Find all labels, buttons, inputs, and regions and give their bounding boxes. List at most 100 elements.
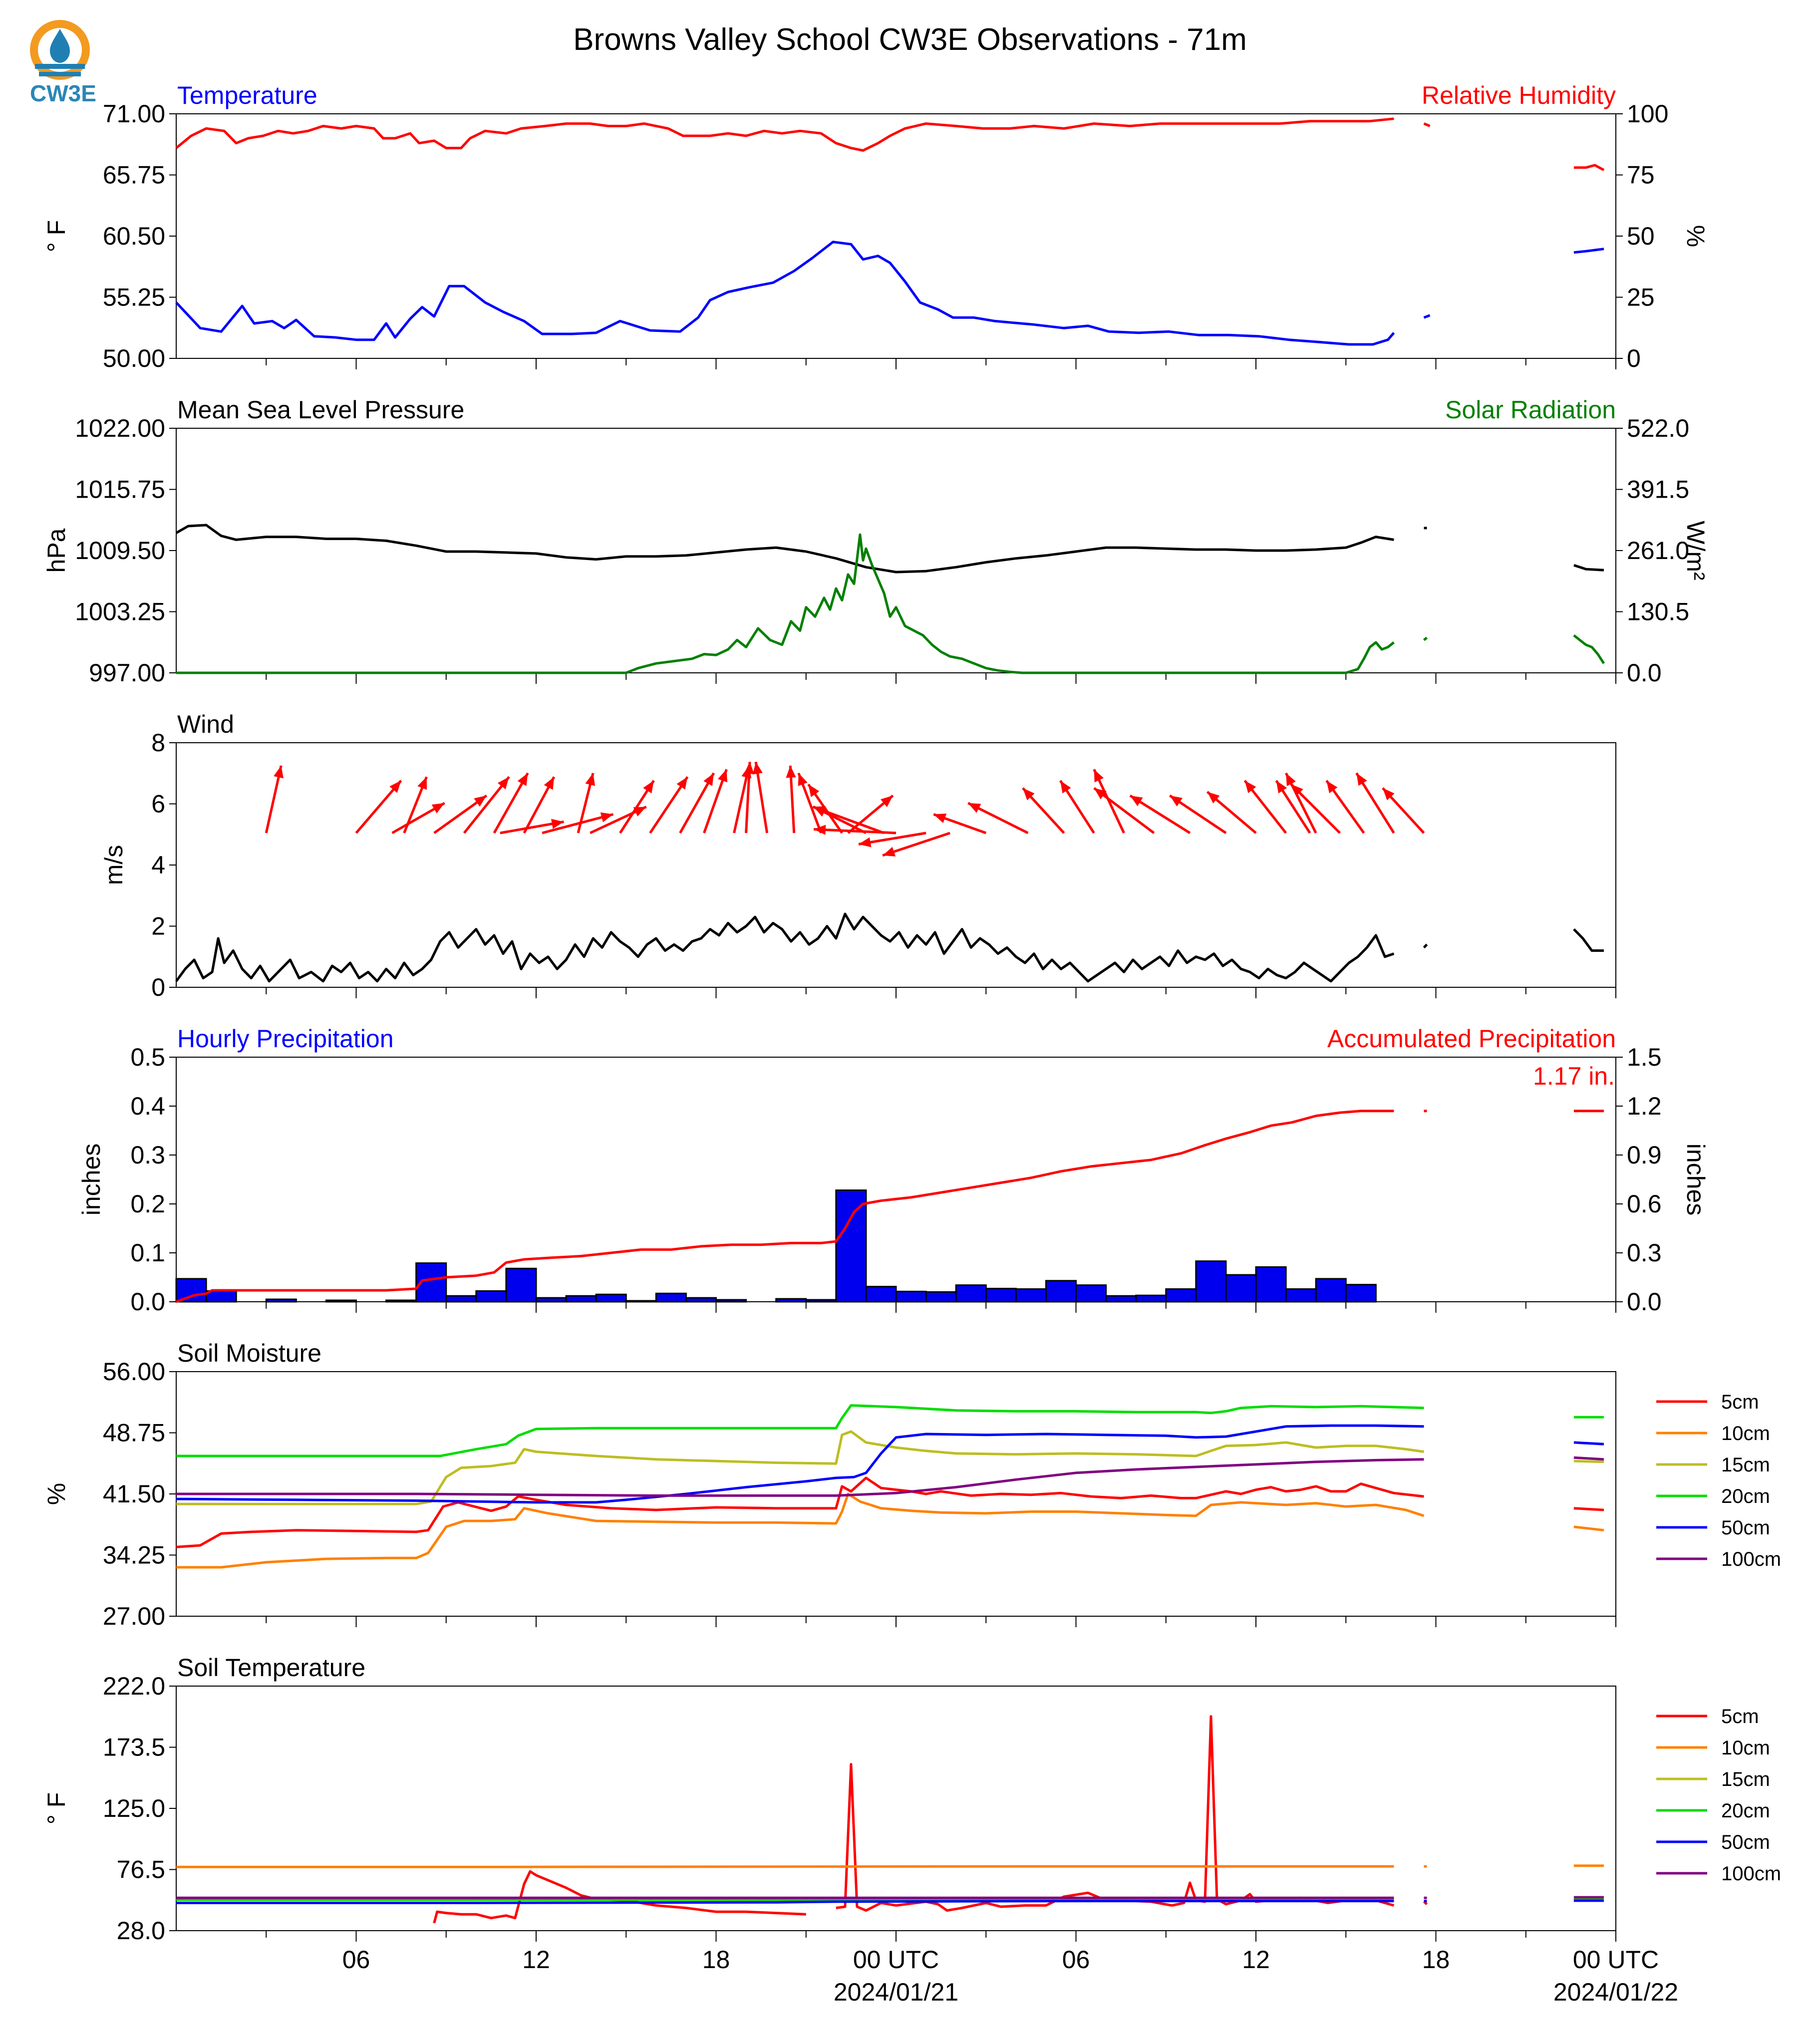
- wind-arrow: [812, 806, 885, 835]
- panel-title-left: Wind: [177, 710, 234, 738]
- chart-panels: 71.0065.7560.5055.2550.001007550250Tempe…: [42, 81, 1781, 1945]
- panel-title-left: Temperature: [177, 81, 317, 109]
- wind-arrow-head: [551, 819, 564, 829]
- wind-arrow-head: [786, 765, 796, 778]
- precip-bar: [325, 1299, 357, 1303]
- legend-label: 20cm: [1721, 1485, 1770, 1507]
- series-20cm: [176, 1404, 1424, 1457]
- wind-arrow-head: [798, 773, 808, 786]
- wind-arrow-head: [744, 762, 754, 774]
- precip-bar: [625, 1300, 657, 1303]
- x-date-label: 2024/01/22: [1553, 1978, 1678, 2006]
- x-tick-label: 12: [1242, 1946, 1270, 1974]
- wind-arrow-head: [813, 806, 826, 816]
- legend-label: 50cm: [1721, 1517, 1770, 1539]
- right-tick-label: 130.5: [1627, 598, 1689, 626]
- left-tick-label: 1003.25: [75, 598, 165, 626]
- wind-arrow-head: [1130, 795, 1143, 807]
- left-tick-label: 173.5: [103, 1734, 165, 1761]
- x-tick-label: 18: [1422, 1946, 1450, 1974]
- right-tick-label: 50: [1627, 222, 1655, 250]
- x-tick-label: 00 UTC: [1573, 1946, 1659, 1974]
- precip-bar: [1075, 1284, 1107, 1303]
- series-50cm: [176, 1424, 1424, 1504]
- wind-arrow-head: [717, 769, 728, 783]
- precip-bar: [1045, 1280, 1077, 1303]
- panel-title-right: Solar Radiation: [1445, 396, 1616, 424]
- ylabel-left: inches: [77, 1144, 105, 1216]
- x-tick-label: 06: [342, 1946, 370, 1974]
- left-tick-label: 6: [151, 790, 165, 818]
- precip-bar: [1195, 1260, 1227, 1303]
- wind-arrow-head: [808, 784, 820, 797]
- series-15cm: [1573, 1459, 1604, 1463]
- legend-label: 15cm: [1721, 1454, 1770, 1476]
- wind-arrow-head: [585, 773, 596, 786]
- left-tick-label: 1015.75: [75, 476, 165, 504]
- series-100cm: [1573, 1456, 1604, 1461]
- precip-bar: [475, 1290, 507, 1303]
- wind-arrow-head: [1291, 784, 1303, 797]
- series-50cm: [1573, 1441, 1604, 1446]
- left-tick-label: 48.75: [103, 1419, 165, 1447]
- left-tick-label: 1009.50: [75, 537, 165, 565]
- series-solar-radiation: [1423, 636, 1428, 641]
- left-tick-label: 0.3: [130, 1141, 165, 1169]
- right-tick-label: 391.5: [1627, 476, 1689, 504]
- left-tick-label: 0.5: [130, 1043, 165, 1071]
- panel-title-left: Soil Moisture: [177, 1339, 321, 1367]
- wind-arrow: [463, 776, 510, 834]
- wind-arrow: [542, 813, 614, 835]
- precip-bar: [1315, 1278, 1347, 1303]
- x-tick-label: 12: [522, 1946, 550, 1974]
- right-tick-label: 75: [1627, 161, 1655, 189]
- precip-bar: [1255, 1266, 1287, 1303]
- cw3e-logo: CW3E: [20, 14, 110, 109]
- plot-frame: [176, 1057, 1616, 1302]
- wind-arrow-head: [474, 795, 487, 807]
- panel-title-left: Hourly Precipitation: [177, 1025, 394, 1053]
- precip-bar: [445, 1295, 477, 1303]
- panel-title-left: Soil Temperature: [177, 1654, 365, 1682]
- left-tick-label: 27.00: [103, 1602, 165, 1630]
- right-tick-label: 0: [1627, 344, 1641, 372]
- precip-bar: [1165, 1288, 1197, 1303]
- series-10cm: [1573, 1525, 1604, 1532]
- wind-arrow-head: [389, 780, 401, 793]
- right-tick-label: 0.9: [1627, 1141, 1662, 1169]
- panel-soil_moisture: 56.00 48.75 41.50 34.25 27.00 Soil Moisture% 5…: [42, 1339, 1781, 1630]
- wind-arrow-head: [752, 762, 763, 775]
- wind-arrow-head: [880, 795, 893, 807]
- legend-label: 10cm: [1721, 1423, 1770, 1445]
- x-tick-label: 00 UTC: [853, 1946, 939, 1974]
- legend-label: 5cm: [1721, 1391, 1759, 1413]
- precip-bar: [175, 1278, 207, 1303]
- right-tick-label: 261.0: [1627, 537, 1689, 565]
- wind-arrow-head: [814, 825, 826, 835]
- wind-arrow-head: [968, 803, 981, 813]
- wind-arrow-head: [497, 777, 509, 790]
- wind-arrow-head: [1060, 780, 1071, 794]
- precip-bar: [1225, 1274, 1257, 1303]
- series-relative-humidity: [1573, 164, 1605, 171]
- precip-bar: [505, 1267, 537, 1303]
- precip-bar: [1015, 1288, 1047, 1303]
- left-tick-label: 2: [151, 912, 165, 940]
- series-solar-radiation: [1573, 634, 1605, 664]
- series-solar-radiation: [176, 533, 1395, 674]
- series-10cm: [176, 1492, 1425, 1569]
- left-tick-label: 997.00: [89, 659, 165, 687]
- left-tick-label: 71.00: [103, 100, 165, 128]
- x-axis: 06 12 18 00 UTC 06 12 18 00 UTC 2024/01/21 2024/0…: [342, 1946, 1678, 2006]
- left-tick-label: 34.25: [103, 1541, 165, 1569]
- wind-arrow-head: [1382, 788, 1395, 801]
- left-tick-label: 0.4: [130, 1092, 165, 1120]
- left-tick-label: 0.0: [130, 1288, 165, 1316]
- ylabel-right: inches: [1682, 1144, 1710, 1216]
- right-tick-label: 0.3: [1627, 1239, 1662, 1267]
- wind-arrow-head: [1170, 795, 1183, 807]
- x-tick-label: 06: [1062, 1946, 1090, 1974]
- legend-label: 50cm: [1721, 1831, 1770, 1853]
- series-wind-speed: [1423, 943, 1428, 949]
